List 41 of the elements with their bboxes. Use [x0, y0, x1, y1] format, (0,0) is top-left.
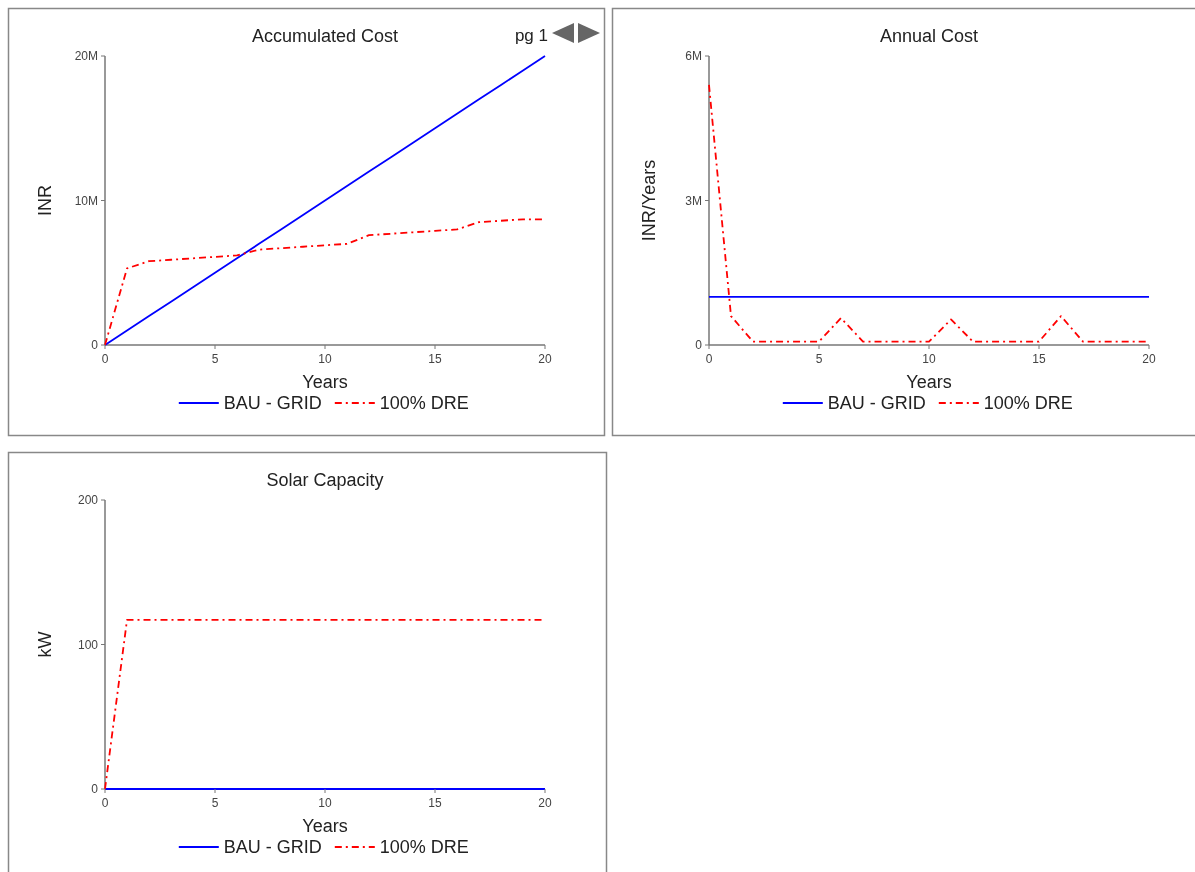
x-tick-label: 5 — [211, 796, 219, 810]
x-tick-label: 0 — [101, 352, 109, 366]
x-tick-label: 5 — [815, 352, 823, 366]
y-tick-label: 3M — [685, 193, 702, 208]
x-tick-label: 20 — [1142, 352, 1156, 366]
x-tick-label: 15 — [1032, 352, 1046, 366]
y-tick-label: 10M — [74, 193, 98, 208]
x-tick-label: 10 — [318, 796, 332, 810]
x-tick-label: 15 — [428, 352, 442, 366]
x-axis-title: Years — [302, 372, 348, 392]
y-tick-label: 0 — [91, 782, 99, 796]
x-tick-label: 5 — [211, 352, 219, 366]
y-axis-title: kW — [35, 631, 55, 658]
chart-title: Solar Capacity — [266, 470, 384, 490]
x-axis-title: Years — [302, 816, 348, 836]
x-tick-label: 0 — [101, 796, 109, 810]
x-axis-title: Years — [906, 372, 952, 392]
x-tick-label: 20 — [538, 352, 552, 366]
y-axis-title: INR/Years — [639, 159, 659, 242]
x-tick-label: 10 — [318, 352, 332, 366]
chart-title: Accumulated Cost — [251, 26, 399, 46]
legend-label: 100% DRE — [983, 393, 1073, 413]
text: pg 1 — [514, 26, 548, 45]
line-series — [104, 55, 546, 346]
legend-label: BAU - GRID — [827, 393, 926, 413]
y-tick-label: 100 — [77, 637, 99, 652]
y-axis-title: INR — [35, 185, 55, 216]
legend-label: 100% DRE — [379, 393, 469, 413]
legend-label: 100% DRE — [379, 837, 469, 857]
y-tick-label: 6M — [685, 49, 702, 63]
x-tick-label: 15 — [428, 796, 442, 810]
x-tick-label: 20 — [538, 796, 552, 810]
y-tick-label: 0 — [91, 338, 99, 352]
legend-label: BAU - GRID — [223, 393, 322, 413]
legend-label: BAU - GRID — [223, 837, 322, 857]
x-tick-label: 10 — [922, 352, 936, 366]
x-tick-label: 0 — [705, 352, 713, 366]
y-tick-label: 200 — [77, 493, 99, 507]
y-tick-label: 20M — [74, 49, 98, 63]
chart-title: Annual Cost — [879, 26, 979, 46]
y-tick-label: 0 — [695, 338, 703, 352]
